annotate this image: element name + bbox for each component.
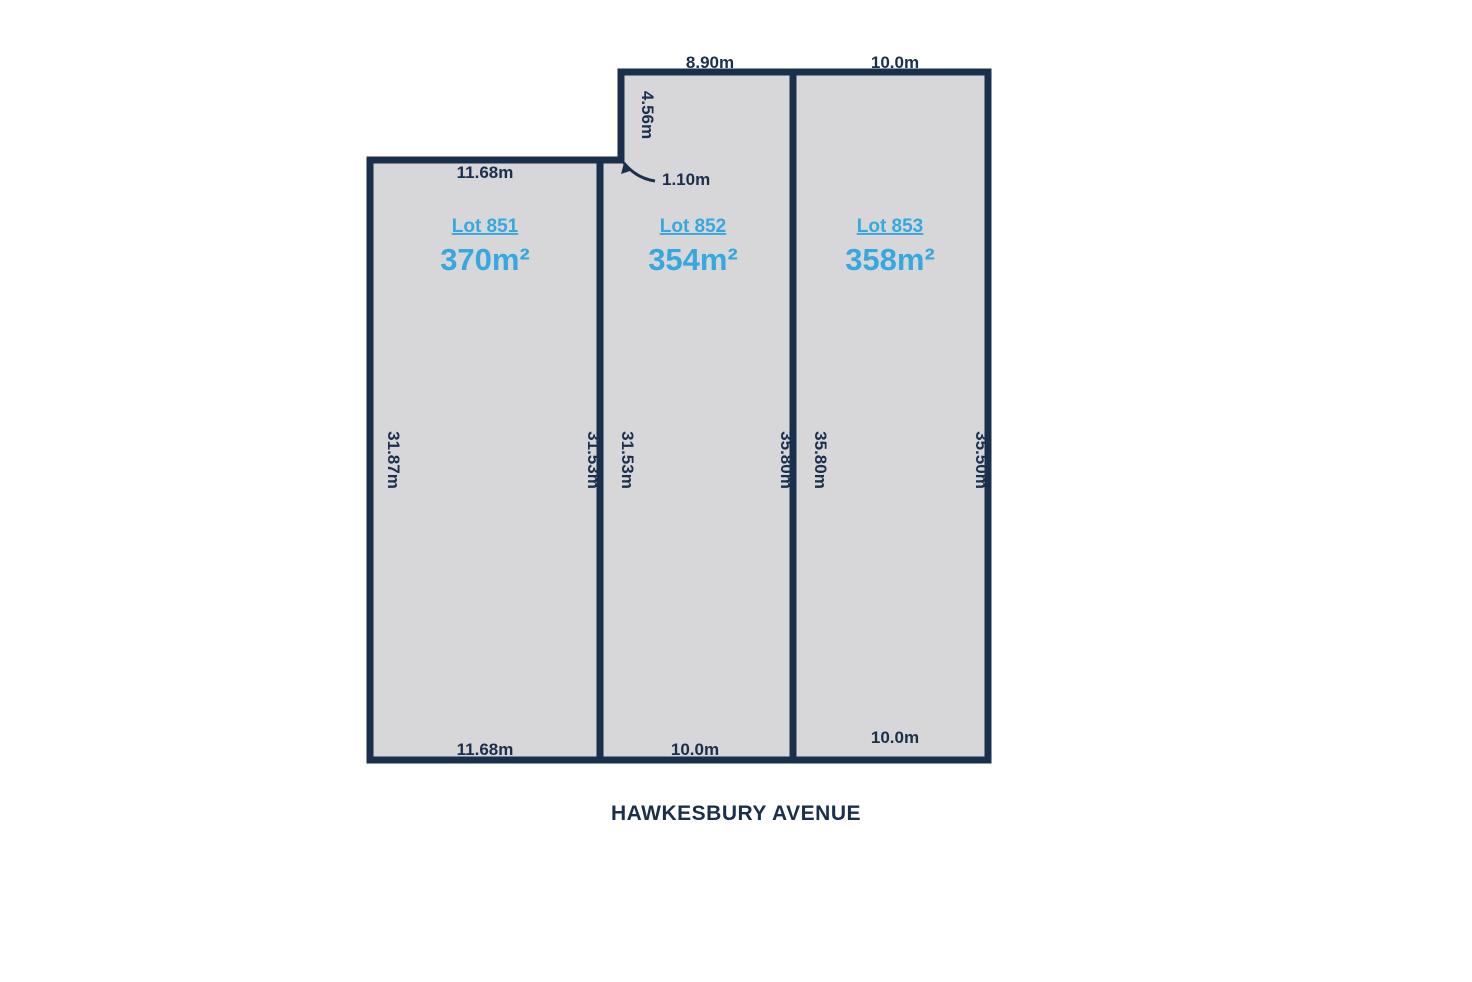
lot852-name: Lot 852 [660,216,727,237]
dim-d852-top: 8.90m [686,53,734,72]
dim-d853-top: 10.0m [871,53,919,72]
street-name: HAWKESBURY AVENUE [611,802,861,825]
lot-labels: Lot 851 370m² Lot 852 354m² Lot 853 358m² [440,216,935,277]
dim-d853-right: 35.50m [972,431,991,489]
dim-d852-bottom: 10.0m [671,740,719,759]
dim-d852-notch-v: 4.56m [638,91,657,139]
dim-d852-left: 31.53m [618,431,637,489]
dim-d851-bottom: 11.68m [457,740,514,759]
lot853-name: Lot 853 [857,216,924,237]
dim-d851-top: 11.68m [457,163,514,182]
lot-plan-diagram: 11.68m 11.68m 31.87m 31.53m 31.53m 35.80m 8.90… [0,0,1472,982]
lot853-area: 358m² [845,242,935,277]
dim-d853-left: 35.80m [811,431,830,489]
dim-d851-left: 31.87m [384,431,403,489]
lot851-area: 370m² [440,242,530,277]
lot853-shape [793,72,988,760]
dim-d852-right: 35.80m [777,431,796,489]
lot852-area: 354m² [648,242,738,277]
dim-d852-notch-h: 1.10m [662,170,710,189]
dim-d851-right: 31.53m [584,431,603,489]
lot851-name: Lot 851 [452,216,519,237]
dim-d853-bottom: 10.0m [871,728,919,747]
